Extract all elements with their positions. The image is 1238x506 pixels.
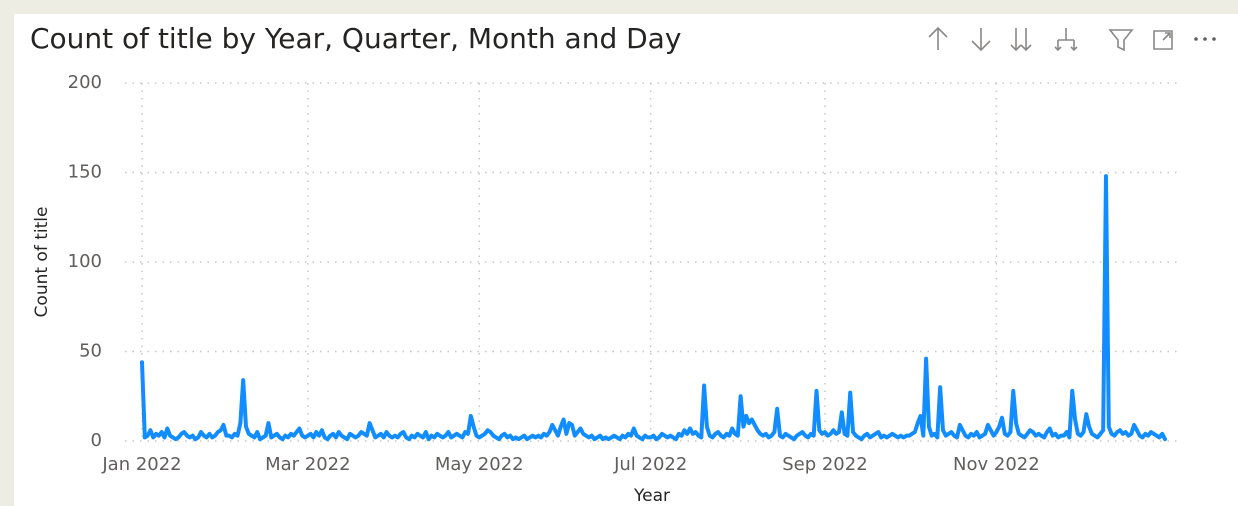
y-tick-label: 150 bbox=[68, 162, 102, 183]
x-tick-label: May 2022 bbox=[435, 454, 524, 475]
y-tick-label: 0 bbox=[91, 430, 102, 451]
drill-up-icon[interactable] bbox=[928, 26, 948, 50]
x-tick-label: Sep 2022 bbox=[782, 454, 867, 475]
y-tick-label: 200 bbox=[68, 72, 102, 93]
filter-icon[interactable] bbox=[1108, 29, 1134, 52]
card bbox=[14, 14, 1238, 506]
toolbar[interactable] bbox=[928, 26, 1173, 52]
y-tick-label: 50 bbox=[79, 341, 102, 362]
y-axis-title: Count of title bbox=[32, 207, 52, 318]
x-axis-title: Year bbox=[633, 486, 670, 506]
expand-next-icon[interactable] bbox=[1054, 28, 1078, 52]
y-tick-label: 100 bbox=[68, 251, 102, 272]
drill-down-icon[interactable] bbox=[971, 28, 991, 52]
x-tick-label: Jul 2022 bbox=[613, 454, 687, 475]
x-tick-label: Jan 2022 bbox=[101, 454, 181, 475]
more-icon[interactable] bbox=[1194, 37, 1216, 41]
x-tick-label: Mar 2022 bbox=[265, 454, 351, 475]
focus-icon[interactable] bbox=[1153, 30, 1173, 50]
chart-title: Count of title by Year, Quarter, Month a… bbox=[30, 22, 681, 55]
line-series bbox=[140, 174, 1167, 442]
x-tick-label: Nov 2022 bbox=[953, 454, 1040, 475]
expand-all-icon[interactable] bbox=[1010, 28, 1032, 52]
